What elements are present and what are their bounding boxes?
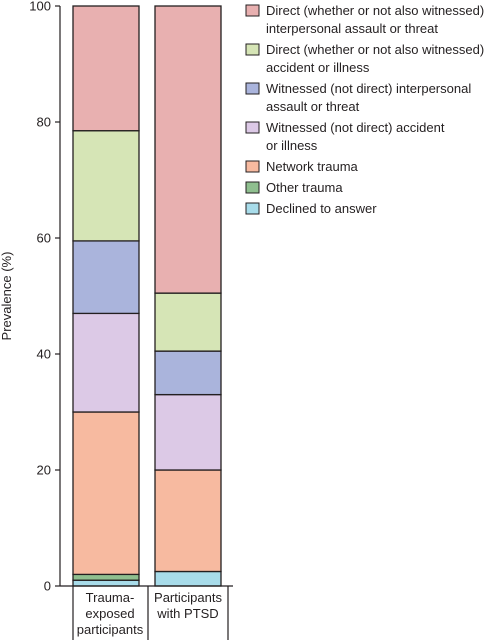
legend-layer: Direct (whether or not also witnessed) in… (245, 3, 484, 216)
legend-swatch (245, 121, 260, 134)
bar-segment (72, 240, 140, 315)
x-category-label: Trauma-exposed participants (77, 590, 144, 637)
legend-label: Other trauma (266, 180, 343, 195)
bar-segment (72, 5, 140, 132)
bar-segment (72, 312, 140, 413)
bars-layer (72, 5, 222, 587)
legend-swatch (245, 181, 260, 194)
bar-segment (154, 5, 222, 294)
legend-label: Network trauma (266, 159, 359, 174)
bar-segment (72, 579, 140, 587)
legend-swatch (245, 43, 260, 56)
legend-swatch (245, 160, 260, 173)
bar-segment (72, 573, 140, 581)
bar-segment (154, 469, 222, 573)
legend-label: Witnessed (not direct) accident or illnes… (266, 120, 445, 153)
y-axis-title: Prevalence (%) (0, 252, 14, 341)
legend-swatch (245, 4, 260, 17)
y-tick-label: 60 (37, 231, 51, 246)
y-tick-label: 40 (37, 347, 51, 362)
bar-segment (154, 393, 222, 471)
bar-segment (154, 292, 222, 352)
legend-label: Declined to answer (266, 201, 377, 216)
y-tick-label: 0 (44, 579, 51, 594)
y-tick-label: 100 (29, 0, 51, 14)
bar-segment (72, 130, 140, 242)
legend-swatch (245, 202, 260, 215)
axis-layer: 0 20 40 60 80 100 Prevalence (%) Trauma-exposed… (0, 0, 233, 640)
y-tick-label: 80 (37, 115, 51, 130)
y-tick-label: 20 (37, 463, 51, 478)
bar-segment (154, 350, 222, 396)
bar-segment (154, 570, 222, 587)
x-category-label: Participants with PTSD (154, 590, 222, 621)
legend-swatch (245, 82, 260, 95)
legend-label: Direct (whether or not also witnessed) ac… (266, 42, 484, 75)
legend-label: Witnessed (not direct) interpersonal assa… (266, 81, 471, 114)
legend-label: Direct (whether or not also witnessed) in… (266, 3, 484, 36)
bar-segment (72, 411, 140, 576)
